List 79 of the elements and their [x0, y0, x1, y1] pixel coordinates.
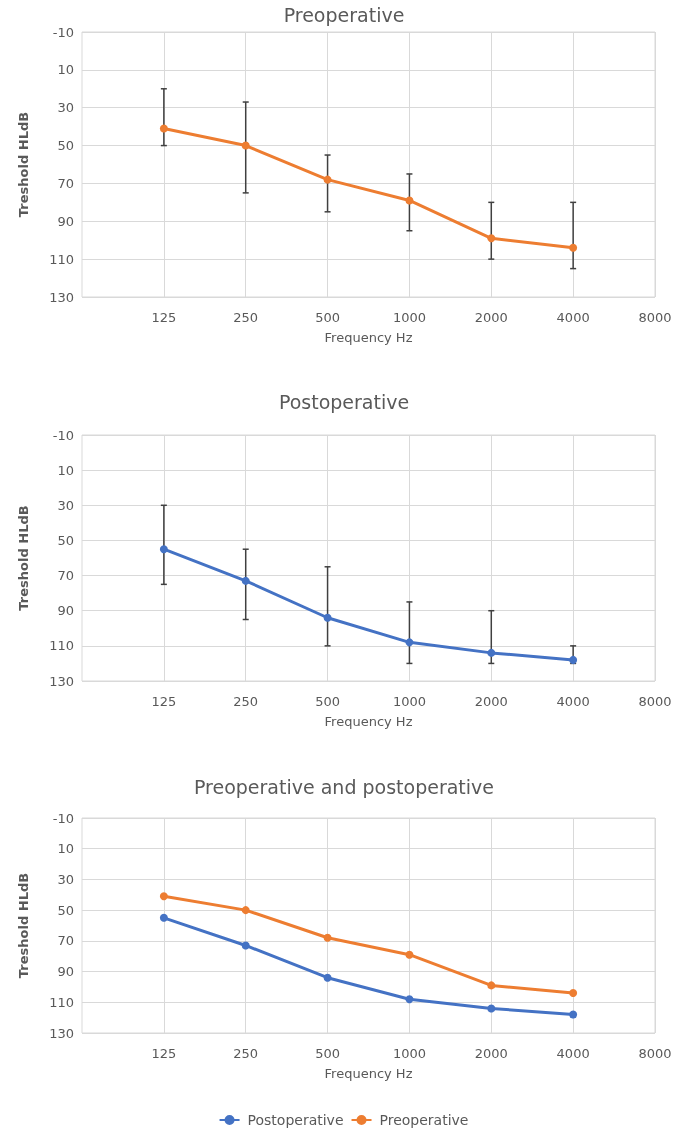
y-tick-label: 70 — [57, 175, 74, 191]
x-tick-label: 250 — [233, 694, 259, 709]
point — [241, 141, 250, 150]
legend-label: Postoperative — [247, 1112, 344, 1128]
chart-title: Preoperative and postoperative — [193, 775, 495, 798]
point — [323, 613, 332, 622]
point — [323, 973, 332, 982]
point — [323, 933, 332, 942]
point — [159, 892, 168, 901]
chart-title: Postoperative — [278, 390, 410, 413]
y-tick-label: 90 — [57, 964, 74, 980]
y-tick-label: -10 — [52, 24, 74, 40]
y-tick-label: 130 — [49, 289, 74, 305]
point — [405, 196, 414, 205]
y-tick-label: 110 — [49, 638, 74, 654]
y-axis-title: Treshold HLdB — [16, 111, 31, 218]
y-tick-label: 130 — [49, 1025, 74, 1041]
point — [241, 941, 250, 950]
y-tick-label: 30 — [57, 100, 74, 116]
x-tick-label: 125 — [151, 310, 177, 325]
y-tick-label: 130 — [49, 673, 74, 689]
y-tick-label: 70 — [57, 568, 74, 584]
chart-title: Preoperative — [283, 3, 405, 26]
point — [159, 545, 168, 554]
x-tick-label: 250 — [233, 310, 259, 325]
point — [323, 175, 332, 184]
y-tick-label: 50 — [57, 902, 74, 918]
x-tick-label: 8000 — [638, 310, 672, 325]
y-tick-label: 110 — [49, 251, 74, 267]
x-tick-label: 4000 — [556, 310, 590, 325]
point — [569, 243, 578, 252]
point — [487, 234, 496, 243]
x-tick-label: 4000 — [556, 694, 590, 709]
point — [241, 576, 250, 585]
x-tick-label: 500 — [315, 310, 340, 325]
legend-label: Preoperative — [379, 1112, 469, 1128]
y-tick-label: -10 — [52, 427, 74, 443]
x-axis-title: Frequency Hz — [324, 714, 413, 729]
point — [159, 913, 168, 922]
point — [405, 995, 414, 1004]
y-axis-title: Treshold HLdB — [16, 872, 31, 979]
y-tick-label: 10 — [57, 462, 74, 478]
y-tick-label: 10 — [57, 62, 74, 78]
x-tick-label: 1000 — [392, 310, 426, 325]
y-tick-label: 50 — [57, 138, 74, 154]
x-tick-label: 2000 — [474, 1046, 508, 1061]
x-tick-label: 500 — [315, 694, 340, 709]
x-tick-label: 2000 — [474, 310, 508, 325]
y-tick-label: 30 — [57, 497, 74, 513]
x-tick-label: 4000 — [556, 1046, 590, 1061]
x-tick-label: 8000 — [638, 694, 672, 709]
y-tick-label: 10 — [57, 841, 74, 857]
point — [487, 648, 496, 657]
y-tick-label: 30 — [57, 871, 74, 887]
x-tick-label: 250 — [233, 1046, 259, 1061]
x-axis-title: Frequency Hz — [324, 1066, 413, 1081]
x-tick-label: 125 — [151, 1046, 177, 1061]
y-tick-label: 70 — [57, 933, 74, 949]
y-tick-label: 110 — [49, 994, 74, 1010]
point — [487, 981, 496, 990]
x-axis-title: Frequency Hz — [324, 330, 413, 345]
y-tick-label: 90 — [57, 213, 74, 229]
point — [241, 906, 250, 915]
x-tick-label: 500 — [315, 1046, 340, 1061]
x-tick-label: 1000 — [392, 1046, 426, 1061]
x-tick-label: 1000 — [392, 694, 426, 709]
y-tick-label: -10 — [52, 810, 74, 826]
y-axis-title: Treshold HLdB — [16, 505, 31, 611]
point — [569, 1010, 578, 1019]
x-tick-label: 125 — [151, 694, 177, 709]
point — [569, 989, 578, 998]
point — [405, 638, 414, 647]
x-tick-label: 8000 — [638, 1046, 672, 1061]
y-tick-label: 90 — [57, 603, 74, 619]
x-tick-label: 2000 — [474, 694, 508, 709]
y-tick-label: 50 — [57, 532, 74, 548]
point — [159, 124, 168, 133]
point — [405, 950, 414, 959]
point — [487, 1004, 496, 1013]
